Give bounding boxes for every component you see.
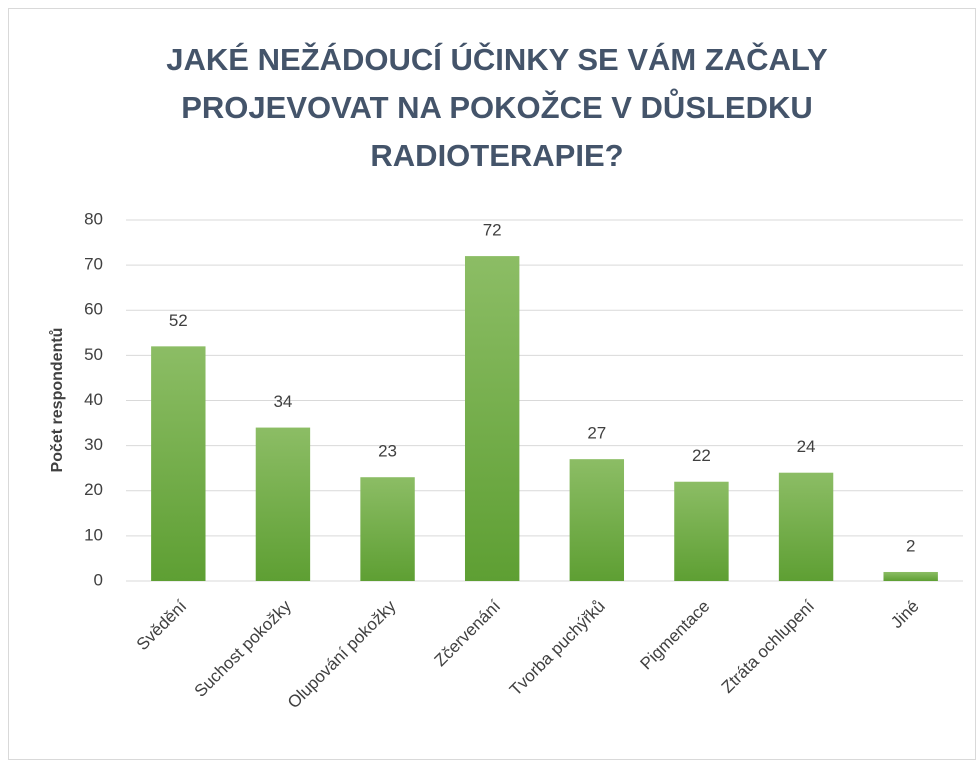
bar bbox=[464, 256, 520, 581]
data-label: 72 bbox=[483, 221, 502, 240]
data-label: 2 bbox=[906, 536, 915, 555]
y-tick-label: 50 bbox=[84, 345, 103, 364]
chart-title: JAKÉ NEŽÁDOUCÍ ÚČINKY SE VÁM ZAČALY PROJ… bbox=[166, 42, 828, 173]
bar bbox=[883, 571, 938, 581]
x-tick-label: Svědění bbox=[133, 596, 191, 654]
y-tick-label: 60 bbox=[84, 300, 103, 319]
data-label: 22 bbox=[692, 446, 711, 465]
bar bbox=[674, 481, 729, 581]
data-label: 24 bbox=[797, 437, 816, 456]
data-label: 27 bbox=[587, 424, 606, 443]
y-tick-label: 80 bbox=[84, 209, 103, 228]
x-tick-label: Zčervenání bbox=[431, 596, 505, 670]
y-tick-label: 40 bbox=[84, 390, 103, 409]
x-tick-label: Suchost pokožky bbox=[191, 596, 296, 701]
data-label: 34 bbox=[273, 392, 292, 411]
x-tick-label: Olupování pokožky bbox=[284, 596, 400, 712]
data-label: 23 bbox=[378, 442, 397, 461]
x-tick-label: Jiné bbox=[887, 597, 922, 632]
y-tick-label: 10 bbox=[84, 525, 103, 544]
y-tick-label: 30 bbox=[84, 435, 103, 454]
x-tick-label: Tvorba puchýřků bbox=[506, 597, 609, 700]
y-tick-label: 70 bbox=[84, 255, 103, 274]
bar bbox=[569, 459, 625, 581]
bar bbox=[778, 472, 834, 581]
bar bbox=[151, 346, 206, 581]
bar bbox=[360, 477, 415, 581]
x-tick-label: Pigmentace bbox=[637, 597, 714, 674]
y-axis-label: Počet respondentů bbox=[49, 328, 66, 473]
data-label: 52 bbox=[169, 311, 188, 330]
y-tick-label: 20 bbox=[84, 480, 103, 499]
y-tick-label: 0 bbox=[94, 570, 103, 589]
x-tick-label: Ztráta ochlupení bbox=[718, 596, 818, 697]
bar bbox=[255, 427, 311, 581]
